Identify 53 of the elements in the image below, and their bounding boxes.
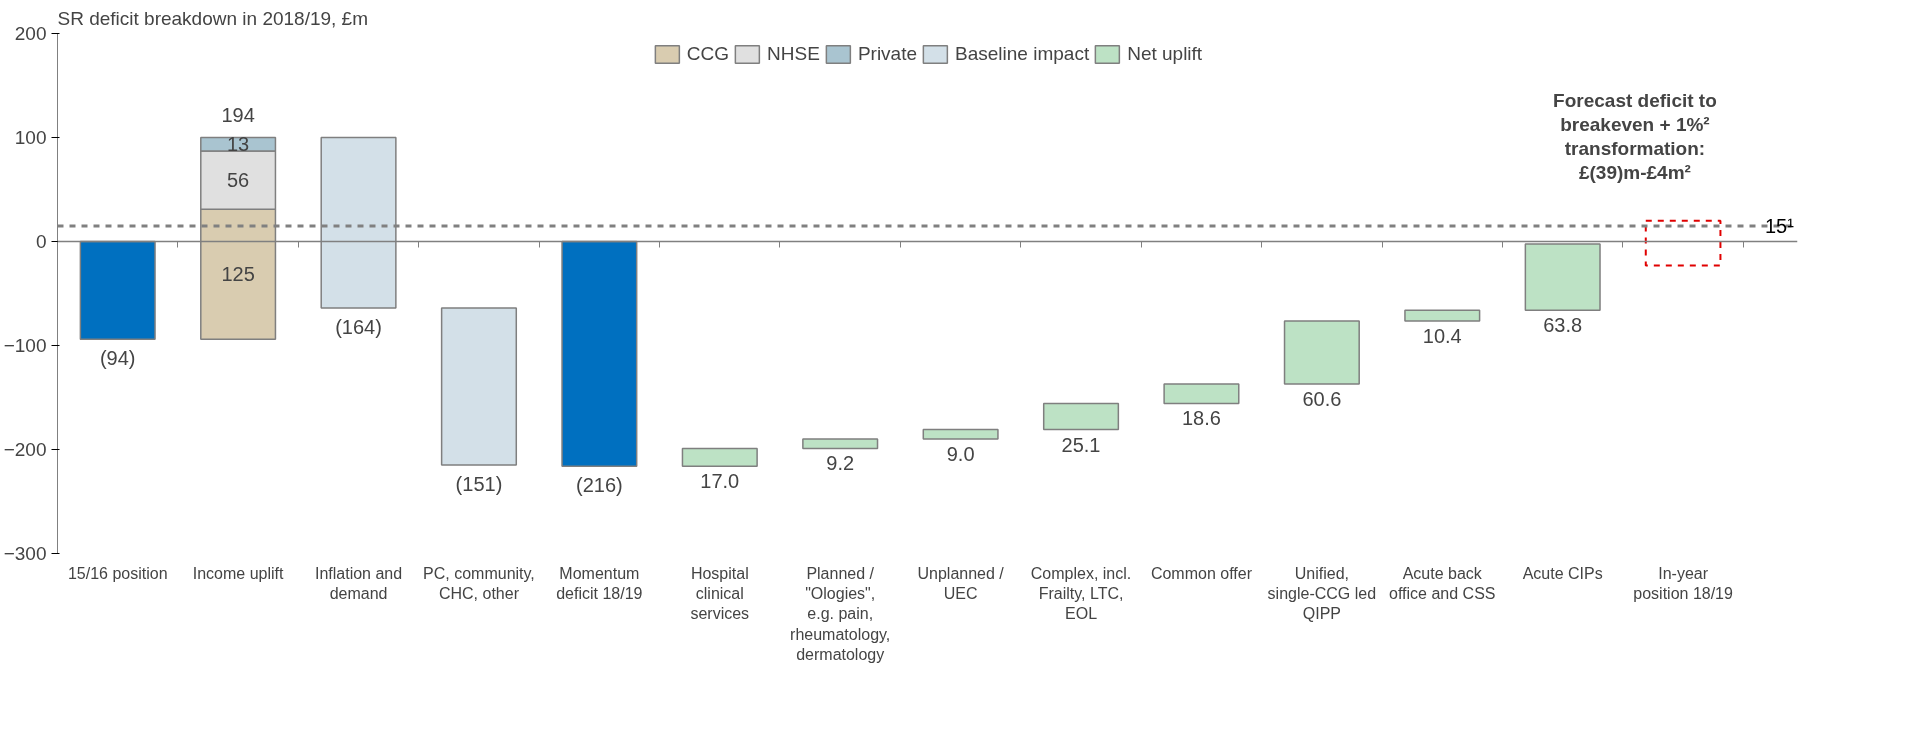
y-tick-label: 200 <box>14 23 47 44</box>
legend-label: Private <box>857 43 918 65</box>
x-tick-label: Acute back office and CSS <box>1389 564 1496 602</box>
y-tick-label: −300 <box>3 543 47 564</box>
legend-label: Baseline impact <box>955 43 1090 65</box>
data-label: 60.6 <box>1302 388 1342 411</box>
bar <box>1644 219 1722 267</box>
data-label: (164) <box>335 316 382 339</box>
legend-label: Net uplift <box>1127 43 1203 65</box>
total-label: 194 <box>221 103 255 126</box>
x-tick-label: 15/16 position <box>67 564 168 582</box>
x-tick-label: Acute CIPs <box>1522 564 1603 582</box>
data-label: 63.8 <box>1543 314 1583 337</box>
bar <box>1283 320 1360 385</box>
x-tick-label: Hospital clinical services <box>690 564 750 623</box>
bar <box>1042 402 1120 431</box>
data-label: 18.6 <box>1181 407 1221 430</box>
x-tick-label: Common offer <box>1150 564 1253 582</box>
data-label: 9.2 <box>826 452 855 475</box>
y-tick-label: −200 <box>3 439 47 460</box>
y-tick-label: 100 <box>14 127 47 148</box>
data-label: 125 <box>221 263 255 286</box>
x-tick-label: Inflation and demand <box>314 564 403 602</box>
bar <box>1163 383 1240 405</box>
data-label: 9.0 <box>946 442 975 465</box>
legend-label: NHSE <box>767 43 820 65</box>
x-tick-label: In-year position 18/19 <box>1633 564 1734 602</box>
x-tick-label: Momentum deficit 18/19 <box>556 564 643 602</box>
bar <box>802 438 879 450</box>
x-tick-label: PC, community, CHC, other <box>423 564 535 602</box>
bar <box>440 307 518 466</box>
bar <box>681 447 758 467</box>
x-tick-label: Unified, single-CCG led QIPP <box>1267 564 1377 623</box>
y-tick-label: 0 <box>35 231 47 252</box>
x-tick-label: Planned / "Ologies", e.g. pain, rheumatology, dermatology <box>790 564 891 664</box>
data-label: 17.0 <box>700 470 740 493</box>
x-tick-label: Unplanned / UEC <box>917 564 1005 602</box>
data-label: 25.1 <box>1061 433 1101 456</box>
x-tick-label: Income uplift <box>192 564 285 582</box>
data-label: (216) <box>576 474 623 497</box>
y-tick-label: −100 <box>3 335 47 356</box>
data-label: (151) <box>455 473 503 496</box>
legend-label: CCG <box>686 43 730 65</box>
data-label: 13 <box>227 133 250 156</box>
ref-line-label: 15¹ <box>1764 214 1795 237</box>
bar <box>1404 309 1481 322</box>
data-label: 56 <box>227 169 250 192</box>
data-label: 10.4 <box>1422 325 1462 348</box>
x-tick-label: Complex, incl. Frailty, LTC, EOL <box>1030 564 1132 623</box>
data-label: (94) <box>99 347 136 370</box>
y-axis-title: SR deficit breakdown in 2018/19, £m <box>57 7 369 29</box>
annotation: Forecast deficit to breakeven + 1%² transformation: £(39)m-£4m² <box>1553 90 1717 184</box>
bar <box>922 428 999 440</box>
